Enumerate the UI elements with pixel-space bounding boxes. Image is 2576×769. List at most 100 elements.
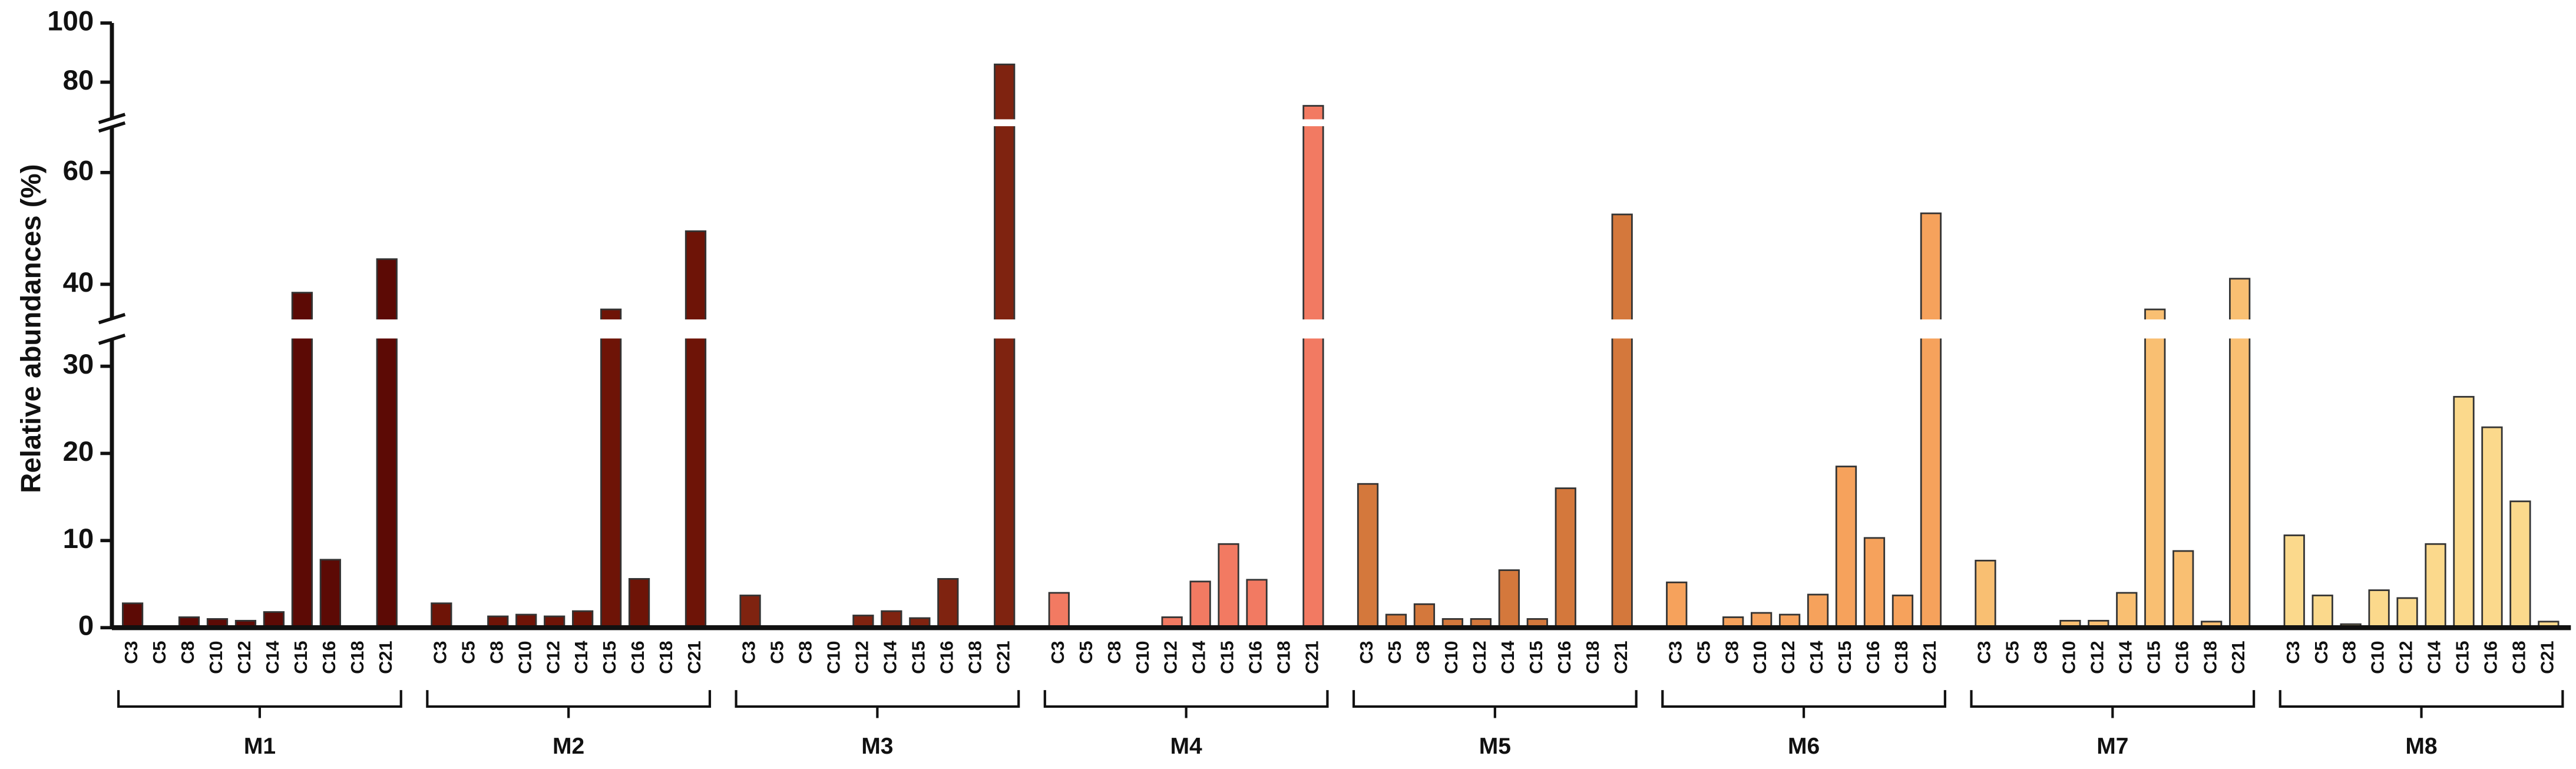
x-tick-label: C12 <box>543 641 563 674</box>
x-tick-label: C18 <box>1274 641 1294 674</box>
bar <box>2368 589 2390 629</box>
group-label: M3 <box>861 734 893 759</box>
axis-break-mark <box>98 113 126 124</box>
bar <box>1218 543 1239 629</box>
x-tick-label: C16 <box>2481 641 2501 674</box>
x-tick-label: C14 <box>2425 641 2445 674</box>
bar <box>1892 595 1914 629</box>
x-tick-label: C8 <box>1722 641 1742 664</box>
bar <box>319 559 341 629</box>
axis-break-mark <box>98 334 126 345</box>
x-tick-label: C21 <box>376 641 396 674</box>
y-tick-label: 0 <box>78 610 94 642</box>
x-tick-label: C10 <box>515 641 535 674</box>
y-axis-label: Relative abundances (%) <box>16 164 47 493</box>
bar <box>2396 597 2418 629</box>
axis-break-gap <box>98 119 2571 127</box>
bar <box>1302 105 1324 629</box>
bar <box>2312 595 2333 629</box>
x-tick-label: C12 <box>852 641 872 674</box>
group-label: M6 <box>1788 734 1820 759</box>
x-tick-label: C8 <box>178 641 198 664</box>
bar <box>572 610 594 629</box>
x-tick-label: C15 <box>1835 641 1855 674</box>
x-tick-label: C21 <box>2228 641 2248 674</box>
x-tick-label: C10 <box>1441 641 1461 674</box>
bar <box>2144 308 2166 629</box>
bar <box>2425 543 2446 629</box>
group-bracket <box>1970 690 2256 718</box>
x-tick-label: C3 <box>121 641 141 664</box>
x-tick-label: C16 <box>319 641 339 674</box>
x-tick-label: C16 <box>1555 641 1575 674</box>
x-tick-label: C21 <box>684 641 705 674</box>
x-tick-label: C14 <box>1807 641 1827 674</box>
x-tick-label: C5 <box>1076 641 1096 664</box>
bar <box>1975 559 1996 629</box>
y-tick-label: 20 <box>63 436 94 467</box>
bar <box>1863 537 1886 629</box>
group-label: M8 <box>2405 734 2437 759</box>
x-tick-label: C14 <box>1189 641 1209 674</box>
y-tick-label: 80 <box>63 65 94 96</box>
x-tick-label: C18 <box>965 641 985 674</box>
bar <box>1048 592 1070 629</box>
x-tick-label: C14 <box>263 641 283 674</box>
bar <box>1751 612 1773 629</box>
bar <box>881 610 902 629</box>
x-tick-label: C5 <box>458 641 478 664</box>
x-tick-label: C18 <box>1892 641 1912 674</box>
x-tick-label: C15 <box>908 641 928 674</box>
x-tick-label: C12 <box>2087 641 2107 674</box>
x-tick-label: C10 <box>824 641 844 674</box>
group-bracket <box>117 690 402 718</box>
x-tick-label: C8 <box>1105 641 1125 664</box>
bar <box>1611 213 1633 629</box>
x-tick-label: C3 <box>430 641 450 664</box>
bar <box>2509 500 2531 629</box>
x-tick-label: C14 <box>1498 641 1518 674</box>
x-tick-label: C21 <box>1302 641 1322 674</box>
x-tick-label: C15 <box>1218 641 1238 674</box>
x-tick-label: C3 <box>2283 641 2303 664</box>
axis-break-mark <box>98 313 126 325</box>
bar <box>1189 580 1211 629</box>
bar <box>2116 592 2138 629</box>
bar <box>431 602 452 629</box>
x-tick-label: C5 <box>1694 641 1714 664</box>
x-tick-label: C21 <box>1920 641 1940 674</box>
bar <box>376 258 398 629</box>
x-tick-label: C5 <box>150 641 170 664</box>
x-tick-label: C5 <box>768 641 788 664</box>
bar <box>1246 579 1268 629</box>
group-label: M7 <box>2096 734 2128 759</box>
x-tick-label: C21 <box>1611 641 1631 674</box>
group-bracket <box>1661 690 1946 718</box>
bar <box>600 308 622 629</box>
x-tick-label: C14 <box>880 641 900 674</box>
x-tick-label: C3 <box>1975 641 1995 664</box>
bar <box>1357 483 1379 629</box>
x-tick-label: C3 <box>1048 641 1068 664</box>
y-tick-label: 100 <box>47 6 94 37</box>
x-tick-label: C18 <box>2200 641 2220 674</box>
bar <box>2453 395 2475 629</box>
group-label: M2 <box>553 734 584 759</box>
y-tick-label: 60 <box>63 155 94 186</box>
x-tick-label: C8 <box>796 641 816 664</box>
y-tick-label: 10 <box>63 523 94 555</box>
x-tick-label: C5 <box>2312 641 2332 664</box>
x-tick-label: C10 <box>206 641 226 674</box>
x-tick-label: C14 <box>571 641 591 674</box>
bar <box>121 602 144 629</box>
bar <box>994 63 1016 629</box>
y-tick-label: 40 <box>63 267 94 298</box>
x-tick-label: C21 <box>2537 641 2557 674</box>
x-tick-label: C8 <box>2031 641 2051 664</box>
x-tick-label: C3 <box>739 641 759 664</box>
group-label: M4 <box>1170 734 1203 759</box>
x-tick-label: C18 <box>1583 641 1603 674</box>
x-tick-label: C18 <box>2509 641 2529 674</box>
x-tick-label: C8 <box>1413 641 1433 664</box>
